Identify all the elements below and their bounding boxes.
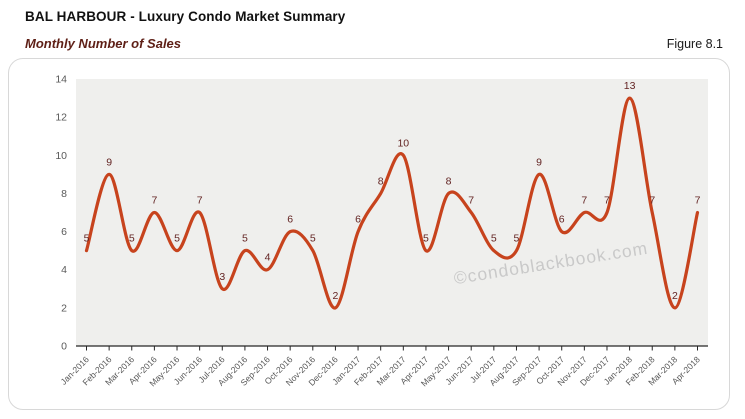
subhead-row: Monthly Number of Sales Figure 8.1 xyxy=(25,36,723,54)
data-point-label: 8 xyxy=(446,175,452,187)
y-axis-tick-label: 8 xyxy=(61,188,67,200)
y-axis-tick-label: 6 xyxy=(61,226,67,238)
data-point-label: 5 xyxy=(514,233,520,245)
data-point-label: 5 xyxy=(423,233,429,245)
data-point-label: 7 xyxy=(649,195,655,207)
plot-area xyxy=(76,79,708,346)
y-axis-tick-label: 0 xyxy=(61,341,67,353)
y-axis-tick-label: 14 xyxy=(55,74,67,86)
data-point-label: 2 xyxy=(672,290,678,302)
data-point-label: 7 xyxy=(197,195,203,207)
data-point-label: 2 xyxy=(333,290,339,302)
chart-subtitle: Monthly Number of Sales xyxy=(25,36,182,51)
sales-series-line xyxy=(84,96,700,310)
data-point-label: 4 xyxy=(265,252,271,264)
sales-line-chart: 02468101214©condoblackbook.comJan-2016Fe… xyxy=(55,74,708,388)
data-point-label: 3 xyxy=(219,271,225,283)
data-point-label: 8 xyxy=(378,175,384,187)
data-point-label: 5 xyxy=(310,233,316,245)
data-point-label: 7 xyxy=(581,195,587,207)
y-axis-tick-label: 12 xyxy=(55,112,67,124)
figure-label: Figure 8.1 xyxy=(666,37,723,51)
data-point-label: 5 xyxy=(174,233,180,245)
page-title: BAL HARBOUR - Luxury Condo Market Summar… xyxy=(25,9,346,24)
y-axis-tick-label: 2 xyxy=(61,302,67,314)
data-point-label: 5 xyxy=(242,233,248,245)
data-point-label: 7 xyxy=(151,195,157,207)
data-point-label: 5 xyxy=(84,233,90,245)
data-point-label: 7 xyxy=(695,195,701,207)
data-point-label: 7 xyxy=(604,195,610,207)
data-point-label: 5 xyxy=(129,233,135,245)
data-point-label: 6 xyxy=(355,214,361,226)
data-point-label: 6 xyxy=(559,214,565,226)
data-point-label: 10 xyxy=(397,137,409,149)
y-axis-tick-label: 10 xyxy=(55,150,67,162)
data-point-label: 6 xyxy=(287,214,293,226)
y-axis-tick-label: 4 xyxy=(61,264,67,276)
data-point-label: 9 xyxy=(536,156,542,168)
chart-card: 0 2 4 6 8 10 12 14 ©condoblackbook.com Jan-2016 Fe… xyxy=(8,58,730,410)
data-point-label: 7 xyxy=(468,195,474,207)
data-point-label: 5 xyxy=(491,233,497,245)
data-point-label: 9 xyxy=(106,156,112,168)
data-point-label: 13 xyxy=(624,80,636,92)
